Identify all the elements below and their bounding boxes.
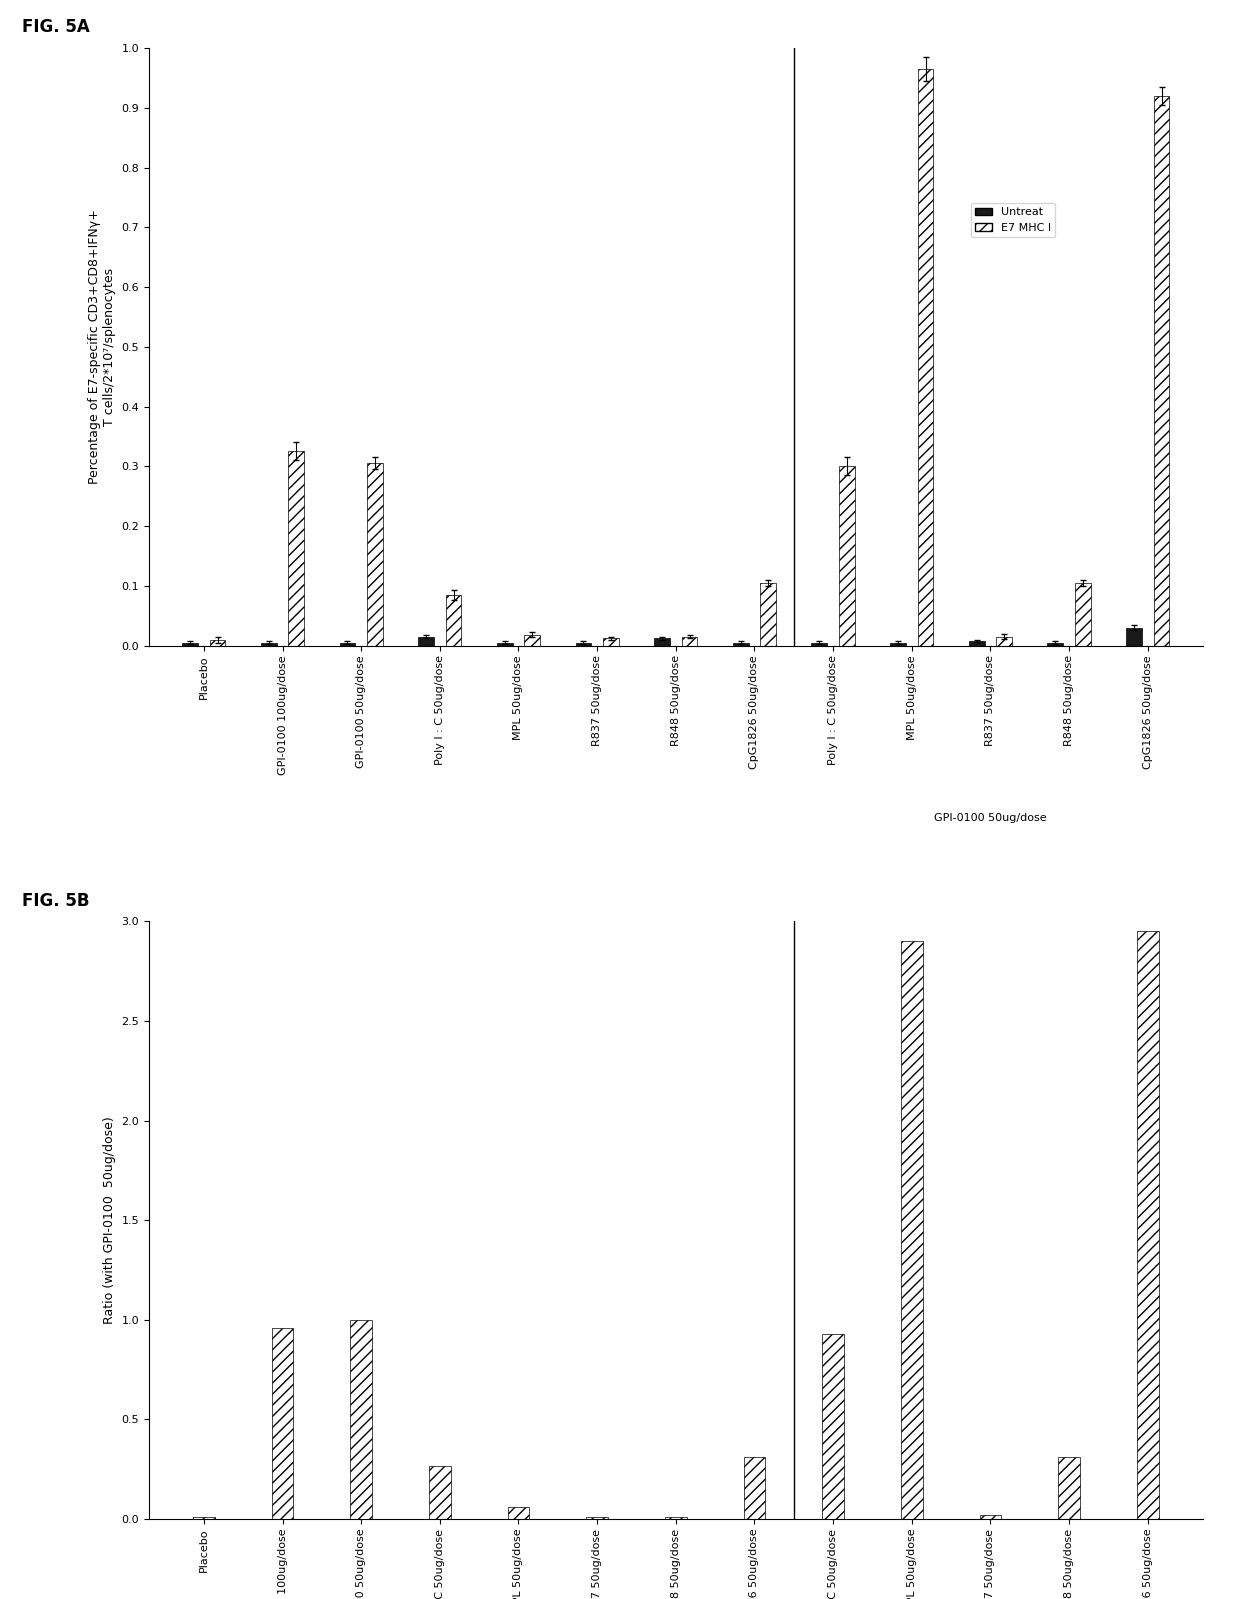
Bar	[665, 1517, 687, 1519]
Bar	[260, 643, 277, 646]
Bar	[575, 643, 591, 646]
Bar	[340, 643, 356, 646]
Bar	[289, 451, 304, 646]
Legend: Untreat, E7 MHC I: Untreat, E7 MHC I	[971, 203, 1055, 237]
Bar	[822, 1334, 844, 1519]
Bar	[760, 584, 776, 646]
Bar	[901, 942, 923, 1519]
Bar	[182, 643, 198, 646]
Bar	[890, 643, 906, 646]
Bar	[733, 643, 749, 646]
Bar	[811, 643, 827, 646]
Bar	[445, 595, 461, 646]
Bar	[1137, 931, 1158, 1519]
Bar	[1075, 584, 1091, 646]
Bar	[996, 636, 1012, 646]
Bar	[193, 1517, 215, 1519]
Bar	[210, 640, 226, 646]
Bar	[497, 643, 512, 646]
Bar	[655, 638, 670, 646]
Bar	[839, 467, 854, 646]
Bar	[367, 464, 383, 646]
Text: FIG. 5B: FIG. 5B	[22, 892, 89, 910]
Bar	[525, 635, 541, 646]
Bar	[918, 69, 934, 646]
Bar	[1153, 96, 1169, 646]
Bar	[587, 1517, 608, 1519]
Bar	[429, 1466, 450, 1519]
Bar	[418, 636, 434, 646]
Bar	[1048, 643, 1063, 646]
Bar	[1126, 628, 1142, 646]
Bar	[980, 1516, 1001, 1519]
Bar	[968, 641, 985, 646]
Text: GPI-0100 50ug/dose: GPI-0100 50ug/dose	[934, 812, 1047, 823]
Bar	[744, 1457, 765, 1519]
Y-axis label: Percentage of E7-specific CD3+CD8+IFNγ+
T cells/2*10⁷/splenocytes: Percentage of E7-specific CD3+CD8+IFNγ+ …	[88, 209, 115, 484]
Bar	[507, 1508, 529, 1519]
Bar	[351, 1319, 372, 1519]
Bar	[272, 1327, 294, 1519]
Text: FIG. 5A: FIG. 5A	[22, 18, 91, 37]
Bar	[1058, 1457, 1080, 1519]
Bar	[603, 638, 619, 646]
Bar	[682, 636, 697, 646]
Y-axis label: Ratio (with GPI-0100  50ug/dose): Ratio (with GPI-0100 50ug/dose)	[103, 1116, 115, 1324]
